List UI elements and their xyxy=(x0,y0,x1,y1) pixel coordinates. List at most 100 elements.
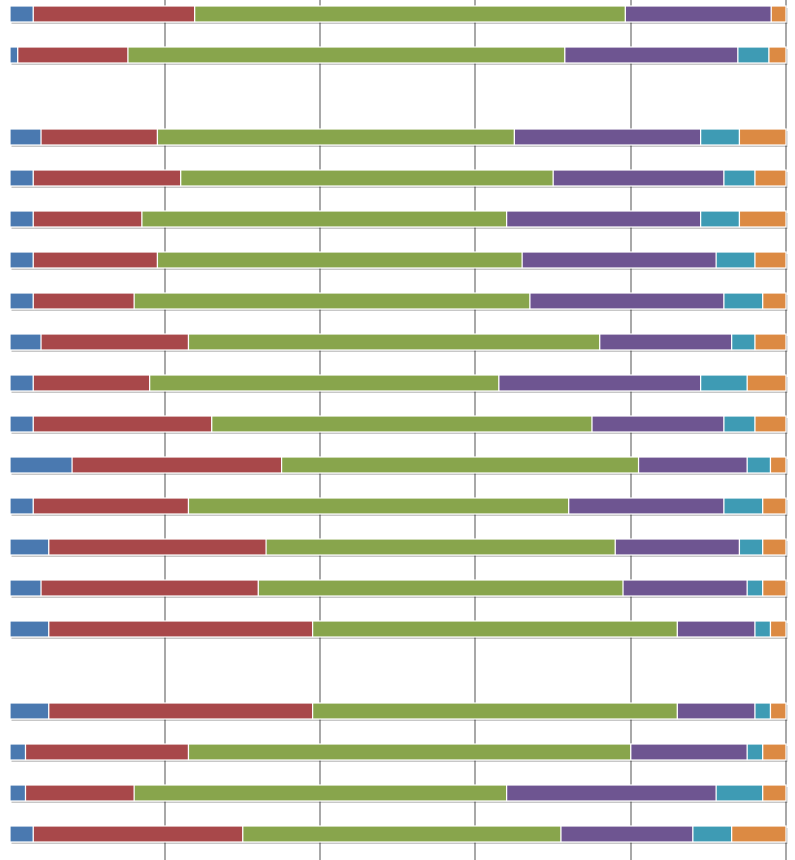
bar-segment-row4-s1 xyxy=(9,128,42,146)
bar-segment-row6-s6 xyxy=(738,210,787,228)
bar-segment-row19-s3 xyxy=(187,743,632,761)
bar-segment-row16-s5 xyxy=(754,620,772,638)
bar-segment-row8-s5 xyxy=(723,292,764,310)
bar-segment-row10-s1 xyxy=(9,374,34,392)
bar-segment-row18-s1 xyxy=(9,702,50,720)
bar-segment-row9-s5 xyxy=(731,333,756,351)
bar-segment-row13-s1 xyxy=(9,497,34,515)
bar-segment-row18-s2 xyxy=(48,702,314,720)
bar-segment-row14-s4 xyxy=(614,538,741,556)
bar-segment-row16-s6 xyxy=(769,620,787,638)
bar-segment-row13-s2 xyxy=(32,497,190,515)
bar-segment-row20-s3 xyxy=(133,784,508,802)
bar-segment-row19-s1 xyxy=(9,743,27,761)
bar-segment-row19-s4 xyxy=(630,743,748,761)
bar-segment-row15-s2 xyxy=(40,579,259,597)
bar-segment-row18-s4 xyxy=(676,702,756,720)
bar-segment-row14-s2 xyxy=(48,538,267,556)
bar-segment-row12-s3 xyxy=(281,456,640,474)
bar-segment-row9-s3 xyxy=(187,333,601,351)
bar-segment-row6-s3 xyxy=(141,210,508,228)
bar-segment-row19-s2 xyxy=(24,743,190,761)
bar-segment-row9-s6 xyxy=(754,333,787,351)
bar-segment-row4-s4 xyxy=(513,128,702,146)
bar-segment-row20-s2 xyxy=(24,784,135,802)
bar-segment-row5-s2 xyxy=(32,169,182,187)
bar-segment-row10-s6 xyxy=(746,374,787,392)
bar-segment-row1-s2 xyxy=(32,5,196,23)
bar-segment-row2-s4 xyxy=(564,46,739,64)
bar-segment-row14-s1 xyxy=(9,538,50,556)
bar-segment-row21-s5 xyxy=(692,825,733,843)
bar-segment-row21-s4 xyxy=(560,825,694,843)
bar-segment-row1-s1 xyxy=(9,5,34,23)
bar-segment-row16-s3 xyxy=(312,620,678,638)
bar-segment-row9-s1 xyxy=(9,333,42,351)
bar-segment-row5-s5 xyxy=(723,169,756,187)
bar-segment-row16-s2 xyxy=(48,620,314,638)
bar-segment-row20-s4 xyxy=(506,784,717,802)
bar-segment-row5-s1 xyxy=(9,169,34,187)
bar-segment-row9-s2 xyxy=(40,333,190,351)
bar-segment-row15-s6 xyxy=(762,579,787,597)
bar-segment-row6-s4 xyxy=(506,210,702,228)
bar-segment-row11-s1 xyxy=(9,415,34,433)
bar-segment-row18-s6 xyxy=(769,702,787,720)
bar-segment-row12-s1 xyxy=(9,456,73,474)
bar-segment-row6-s5 xyxy=(700,210,741,228)
bar-segment-row10-s4 xyxy=(498,374,702,392)
bar-segment-row20-s6 xyxy=(762,784,787,802)
bar-segment-row11-s5 xyxy=(723,415,756,433)
bar-segment-row19-s6 xyxy=(762,743,787,761)
bar-segment-row8-s2 xyxy=(32,292,135,310)
bar-segment-row15-s5 xyxy=(746,579,764,597)
bar-segment-row1-s3 xyxy=(194,5,626,23)
bar-segment-row15-s1 xyxy=(9,579,42,597)
bar-segment-row6-s1 xyxy=(9,210,34,228)
bar-segment-row6-s2 xyxy=(32,210,143,228)
bar-segment-row7-s6 xyxy=(754,251,787,269)
bar-segment-row2-s1 xyxy=(9,46,19,64)
bar-segment-row7-s2 xyxy=(32,251,159,269)
bar-segment-row18-s3 xyxy=(312,702,678,720)
bar-segment-row10-s5 xyxy=(700,374,748,392)
bar-segment-row19-s5 xyxy=(746,743,764,761)
bar-segment-row21-s3 xyxy=(242,825,562,843)
bar-segment-row21-s2 xyxy=(32,825,244,843)
bar-segment-row16-s4 xyxy=(676,620,756,638)
bar-segment-row7-s3 xyxy=(156,251,523,269)
bar-segment-row12-s6 xyxy=(769,456,787,474)
bar-segment-row21-s1 xyxy=(9,825,34,843)
bar-segment-row2-s3 xyxy=(127,46,566,64)
bar-segment-row13-s3 xyxy=(187,497,570,515)
bar-segment-row20-s1 xyxy=(9,784,27,802)
bar-segment-row13-s6 xyxy=(762,497,787,515)
bar-segment-row12-s4 xyxy=(637,456,748,474)
bar-segment-row16-s1 xyxy=(9,620,50,638)
bar-segment-row12-s5 xyxy=(746,456,772,474)
bar-segment-row2-s5 xyxy=(737,46,770,64)
bar-segment-row14-s6 xyxy=(762,538,787,556)
bar-segment-row13-s5 xyxy=(723,497,764,515)
bar-segment-row8-s3 xyxy=(133,292,531,310)
bar-segment-row1-s6 xyxy=(770,5,787,23)
bar-segment-row4-s6 xyxy=(738,128,787,146)
bar-series xyxy=(9,5,788,844)
bar-segment-row20-s5 xyxy=(715,784,764,802)
bar-segment-row7-s5 xyxy=(715,251,756,269)
bar-segment-row11-s4 xyxy=(591,415,725,433)
bar-segment-row9-s4 xyxy=(599,333,733,351)
bar-segment-row14-s5 xyxy=(738,538,764,556)
bar-segment-row1-s4 xyxy=(624,5,772,23)
bar-segment-row7-s4 xyxy=(521,251,717,269)
bar-segment-row4-s2 xyxy=(40,128,159,146)
bar-segment-row5-s4 xyxy=(552,169,725,187)
bar-segment-row15-s3 xyxy=(257,579,624,597)
bar-segment-row13-s4 xyxy=(568,497,725,515)
bar-segment-row11-s6 xyxy=(754,415,787,433)
bar-segment-row18-s5 xyxy=(754,702,772,720)
bar-segment-row10-s3 xyxy=(149,374,500,392)
bar-segment-row8-s4 xyxy=(529,292,725,310)
bar-segment-row2-s6 xyxy=(768,46,787,64)
bar-segment-row11-s3 xyxy=(211,415,593,433)
